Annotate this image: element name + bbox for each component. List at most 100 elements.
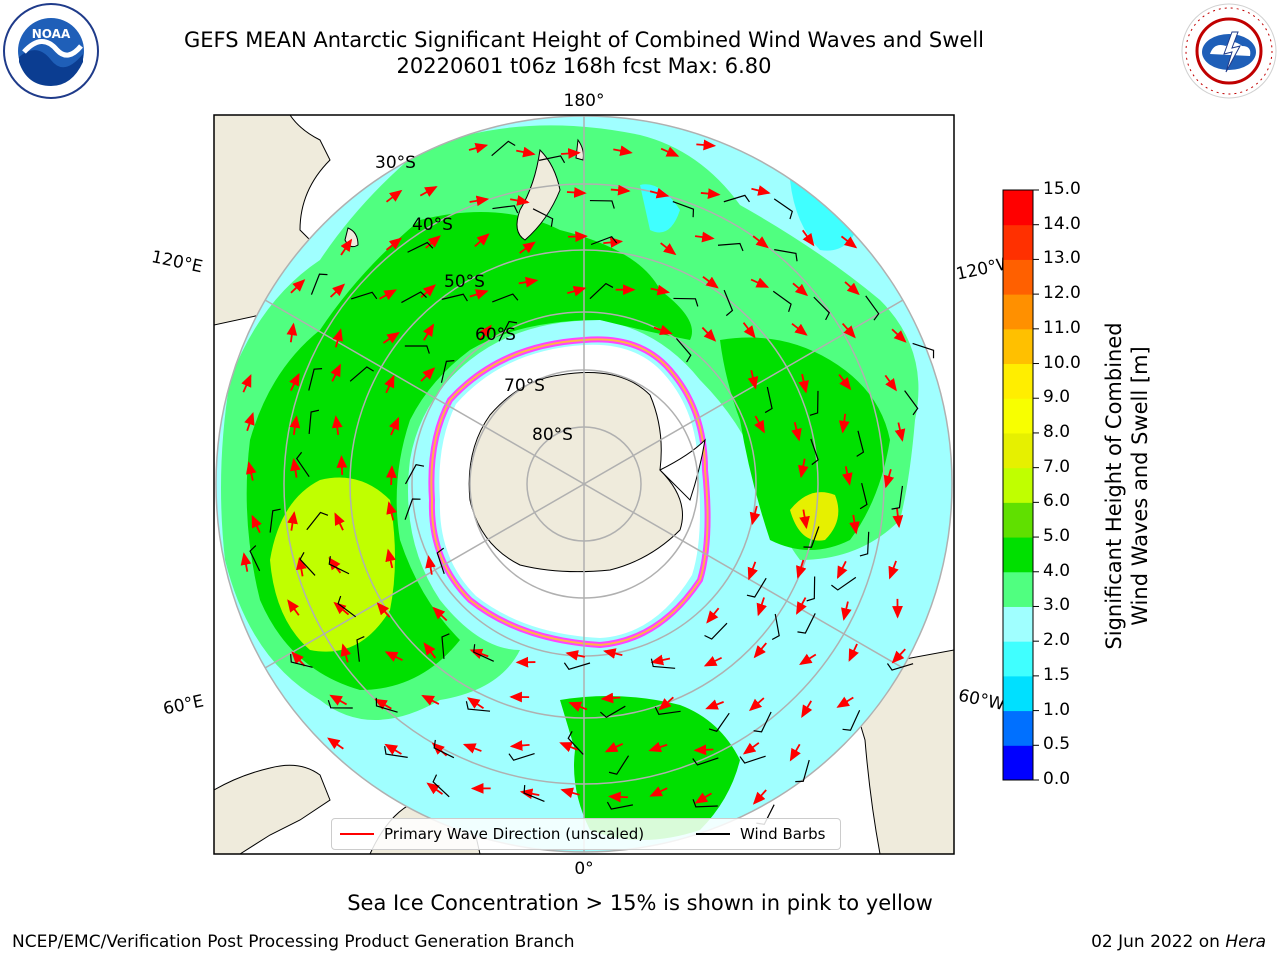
colorbar-segment [1003, 328, 1033, 365]
national-weather-service-logo [1181, 3, 1277, 99]
wave-direction-arrow [604, 741, 624, 753]
wave-direction-arrow [838, 413, 850, 434]
wave-direction-arrow [844, 281, 860, 296]
colorbar-segment [1003, 294, 1033, 330]
wave-direction-arrow [600, 692, 621, 704]
colorbar-tick-label: 11.0 [1043, 317, 1081, 338]
wave-direction-arrow [894, 422, 906, 442]
wave-direction-arrow [706, 607, 720, 624]
wind-barb [337, 595, 357, 618]
wind-barb [433, 739, 455, 759]
wave-direction-arrow [801, 700, 813, 718]
wind-barb [806, 576, 816, 602]
wave-direction-arrow [749, 697, 765, 712]
map-legend: Primary Wave Direction (unscaled) Wind B… [331, 818, 841, 850]
colorbar-tick-label: 12.0 [1043, 283, 1081, 304]
wind-barb [723, 194, 750, 203]
wind-barb [773, 198, 793, 220]
wind-barb [739, 755, 766, 764]
wind-barb [432, 774, 450, 798]
wind-barb [589, 199, 615, 209]
wave-direction-arrow [838, 374, 852, 391]
wind-barb [308, 368, 323, 391]
wave-direction-arrow [241, 374, 252, 393]
colorbar-segment [1003, 710, 1033, 746]
wave-direction-arrow [836, 696, 854, 708]
wave-direction-arrow [649, 187, 670, 199]
wave-direction-arrow [694, 231, 715, 243]
wave-direction-arrow [840, 235, 858, 249]
wave-direction-arrow [244, 412, 255, 432]
wave-direction-arrow [419, 186, 438, 197]
colorbar-tick-label: 2.0 [1043, 630, 1071, 651]
wave-direction-arrow [650, 654, 671, 666]
wind-barb [672, 200, 695, 218]
wave-direction-arrow [289, 372, 300, 392]
antarctica-land [468, 372, 683, 573]
producer-credit: NCEP/EMC/Verification Post Processing Pr… [12, 932, 575, 952]
wave-direction-arrow [568, 231, 588, 242]
colorbar-segment [1003, 502, 1033, 538]
colorbar-segment [1003, 675, 1033, 712]
colorbar-tick-label: 15.0 [1043, 179, 1081, 199]
wave-direction-arrow [426, 782, 444, 795]
wave-direction-arrow [432, 606, 448, 622]
wave-direction-arrow [340, 238, 353, 256]
lon-label-180: 180° [564, 91, 605, 111]
lat-label-40s: 40°S [412, 215, 453, 235]
legend-wave-direction-label: Primary Wave Direction (unscaled) [384, 825, 645, 843]
colorbar-segment [1003, 224, 1033, 260]
noaa-logo: NOAA [3, 3, 99, 99]
wind-barb [859, 531, 870, 557]
wind-barb [717, 242, 744, 252]
wave-direction-arrow [750, 277, 770, 288]
wave-direction-arrow [849, 514, 860, 535]
wind-barb [708, 712, 730, 732]
wind-barb [723, 289, 734, 317]
wave-direction-arrow [660, 242, 677, 256]
wave-direction-arrow [518, 276, 539, 288]
wave-direction-arrow [422, 323, 435, 341]
wave-direction-arrow [376, 602, 391, 618]
wave-direction-arrow [883, 468, 895, 489]
wave-direction-arrow [660, 146, 680, 157]
lat-label-30s: 30°S [375, 153, 416, 173]
wave-direction-arrow [888, 560, 899, 580]
lon-label-60e: 60°E [161, 691, 205, 719]
wave-direction-arrow [474, 233, 490, 248]
wave-direction-arrow [386, 501, 397, 521]
wind-barb [563, 662, 591, 671]
wind-barb [590, 236, 618, 246]
wave-direction-arrow [650, 284, 671, 296]
wind-barb [306, 511, 329, 531]
wind-barb [308, 409, 320, 434]
wave-direction-arrow [610, 184, 631, 196]
colorbar-tick-label: 6.0 [1043, 491, 1071, 512]
wind-barb [532, 208, 554, 227]
colorbar-tick-label: 10.0 [1043, 352, 1081, 373]
chart-subtitle: 20220601 t06z 168h fcst Max: 6.80 [396, 54, 772, 78]
wind-barb [384, 746, 408, 758]
wave-direction-arrow [425, 555, 436, 575]
wind-barb [492, 205, 519, 214]
wave-direction-arrow [801, 229, 815, 247]
colorbar-tick-label: 13.0 [1043, 248, 1081, 269]
legend-wind-barbs-label: Wind Barbs [740, 825, 826, 843]
wave-direction-arrow [696, 139, 717, 151]
wave-direction-arrow [340, 643, 352, 663]
wave-direction-arrow [796, 597, 807, 615]
wind-barb [567, 731, 584, 755]
wind-barb [375, 697, 398, 713]
wind-barb [774, 249, 798, 262]
wind-barb [356, 636, 365, 662]
lat-label-50s: 50°S [444, 272, 485, 292]
colorbar-segment [1003, 467, 1033, 503]
wave-direction-arrow [467, 697, 485, 709]
wave-direction-arrows [240, 139, 907, 805]
colorbar-tick-label: 0.0 [1043, 769, 1071, 789]
wind-barb [492, 293, 519, 303]
wave-direction-arrow [251, 514, 262, 534]
wave-direction-arrow [420, 367, 436, 382]
colorbar-segment [1003, 190, 1033, 226]
wind-barb [440, 360, 455, 383]
